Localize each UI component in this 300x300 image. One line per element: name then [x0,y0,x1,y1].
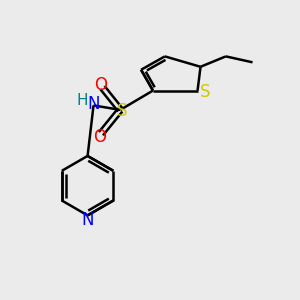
Text: H: H [76,94,88,109]
Text: O: O [94,76,107,94]
Text: S: S [116,102,127,120]
Text: S: S [200,83,210,101]
Text: N: N [88,95,100,113]
Text: O: O [93,128,106,146]
Text: N: N [81,211,94,229]
